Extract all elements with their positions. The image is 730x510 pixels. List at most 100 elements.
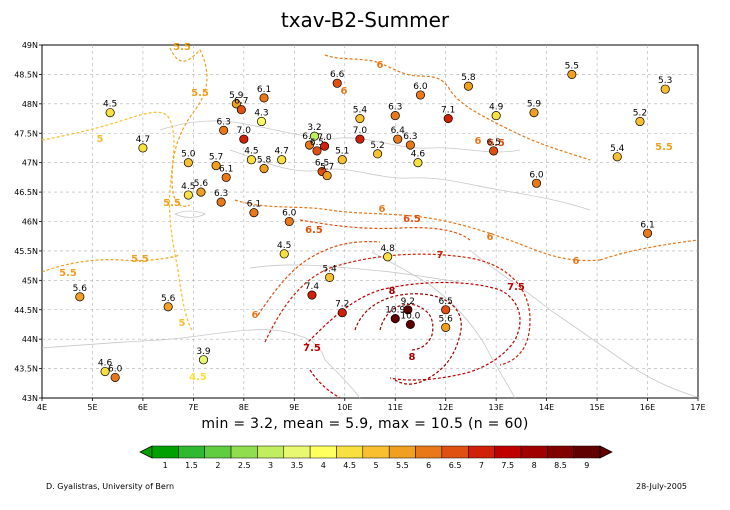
station-dot bbox=[236, 105, 246, 115]
station-marker: 6.1 bbox=[247, 200, 261, 218]
contour-label: 5.5 bbox=[655, 142, 673, 153]
station-value: 6.5 bbox=[310, 138, 324, 148]
station-marker: 5.3 bbox=[658, 76, 672, 94]
station-marker: 5.7 bbox=[320, 163, 334, 181]
station-marker: 6.5 bbox=[310, 138, 324, 156]
station-dot bbox=[284, 216, 294, 227]
station-marker: 5.2 bbox=[633, 108, 647, 127]
station-dot bbox=[279, 249, 289, 259]
station-value: 7.4 bbox=[305, 282, 320, 292]
station-dot bbox=[403, 305, 413, 315]
station-dot bbox=[307, 290, 317, 300]
station-value: 7.1 bbox=[441, 106, 455, 116]
production-date: 28-July-2005 bbox=[636, 482, 688, 491]
y-tick-label: 45.5N bbox=[14, 247, 38, 256]
map-grid bbox=[41, 44, 699, 399]
station-value: 4.8 bbox=[380, 244, 395, 254]
station-value: 4.5 bbox=[277, 241, 291, 251]
station-dot bbox=[211, 161, 221, 171]
station-marker: 6.4 bbox=[391, 126, 406, 144]
station-dot bbox=[249, 208, 259, 218]
station-marker: 5.8 bbox=[461, 73, 476, 91]
station-value: 5.2 bbox=[370, 141, 384, 151]
station-dot bbox=[231, 99, 241, 109]
station-dot bbox=[196, 187, 206, 197]
station-marker: 3.2 bbox=[307, 123, 322, 141]
station-dot bbox=[337, 308, 347, 318]
station-value: 6.5 bbox=[315, 158, 329, 168]
station-value: 6.5 bbox=[439, 297, 453, 307]
station-dot bbox=[405, 140, 415, 150]
station-dot bbox=[100, 366, 110, 377]
station-value: 10.0 bbox=[400, 311, 420, 321]
contour-6 bbox=[599, 239, 699, 261]
station-value: 5.4 bbox=[353, 106, 368, 116]
station-value: 7.0 bbox=[237, 126, 252, 136]
station-marker: 4.5 bbox=[103, 100, 117, 118]
station-value: 5.1 bbox=[335, 147, 349, 157]
station-marker: 5.2 bbox=[370, 141, 385, 159]
station-dot bbox=[441, 322, 451, 332]
station-dot bbox=[320, 141, 330, 151]
station-marker: 6.0 bbox=[108, 364, 123, 382]
station-marker: 6.3 bbox=[214, 189, 228, 207]
station-marker: 7.2 bbox=[335, 300, 349, 318]
station-value: 6.3 bbox=[403, 132, 417, 142]
station-value: 9.2 bbox=[401, 297, 415, 307]
station-marker: 5.4 bbox=[353, 106, 368, 124]
station-value: 6.4 bbox=[391, 126, 406, 136]
x-tick-label: 6E bbox=[138, 403, 148, 412]
station-value: 5.3 bbox=[658, 76, 672, 86]
contour-label: 5 bbox=[179, 318, 186, 329]
contour-label: 7.5 bbox=[303, 343, 321, 354]
station-marker: 6.3 bbox=[403, 132, 418, 150]
map-axes: 4E 5E 6E 7E 8E 9E 10E 11E 12E 13E 14E 15E 16E 17E 43N 4… bbox=[14, 41, 705, 412]
station-dot bbox=[183, 190, 193, 200]
station-dot bbox=[531, 178, 542, 188]
x-tick-label: 7E bbox=[188, 403, 198, 412]
station-value: 6.1 bbox=[247, 200, 261, 210]
contour-6-5 bbox=[257, 241, 381, 316]
y-tick-label: 45N bbox=[22, 276, 38, 285]
y-tick-label: 43N bbox=[22, 394, 38, 403]
x-tick-label: 12E bbox=[438, 403, 453, 412]
station-dot bbox=[325, 272, 335, 282]
station-marker: 5.7 bbox=[209, 153, 223, 171]
station-dot bbox=[304, 140, 314, 150]
station-dot bbox=[612, 152, 622, 162]
station-value: 5.8 bbox=[461, 73, 476, 83]
station-dot bbox=[393, 134, 403, 144]
station-dot bbox=[183, 158, 193, 168]
station-marker: 4.5 bbox=[277, 241, 291, 259]
contour-8 bbox=[379, 303, 434, 351]
station-marker: 7.0 bbox=[237, 126, 252, 144]
station-marker: 4.6 bbox=[98, 359, 112, 377]
x-tick-label: 5E bbox=[87, 403, 97, 412]
station-dot bbox=[216, 197, 226, 207]
station-dot bbox=[355, 134, 365, 144]
x-tick-label: 14E bbox=[539, 403, 554, 412]
station-dot bbox=[491, 111, 501, 121]
lake-geneva bbox=[174, 210, 206, 218]
contour-label: 6.5 bbox=[487, 138, 505, 149]
station-marker: 6.0 bbox=[413, 82, 428, 100]
y-tick-label: 46.5N bbox=[14, 188, 38, 197]
station-value: 4.7 bbox=[275, 147, 289, 157]
colorbar-label: 6 bbox=[426, 461, 431, 470]
station-dot bbox=[332, 78, 342, 88]
contour-6 bbox=[324, 54, 591, 161]
station-dot bbox=[219, 125, 229, 135]
station-marker: 6.1 bbox=[640, 220, 655, 238]
contour-layer bbox=[41, 47, 699, 399]
station-dot bbox=[489, 146, 499, 156]
contour-6 bbox=[234, 199, 601, 262]
contour-label: 6 bbox=[475, 136, 482, 147]
station-value: 3.9 bbox=[196, 347, 211, 357]
station-value: 5.4 bbox=[322, 264, 337, 274]
contour-5 bbox=[41, 111, 193, 331]
station-dot bbox=[138, 143, 148, 153]
river-po bbox=[249, 264, 461, 283]
colorbar-label: 7 bbox=[479, 461, 484, 470]
station-dot bbox=[75, 292, 85, 302]
station-marker: 6.7 bbox=[234, 97, 248, 115]
